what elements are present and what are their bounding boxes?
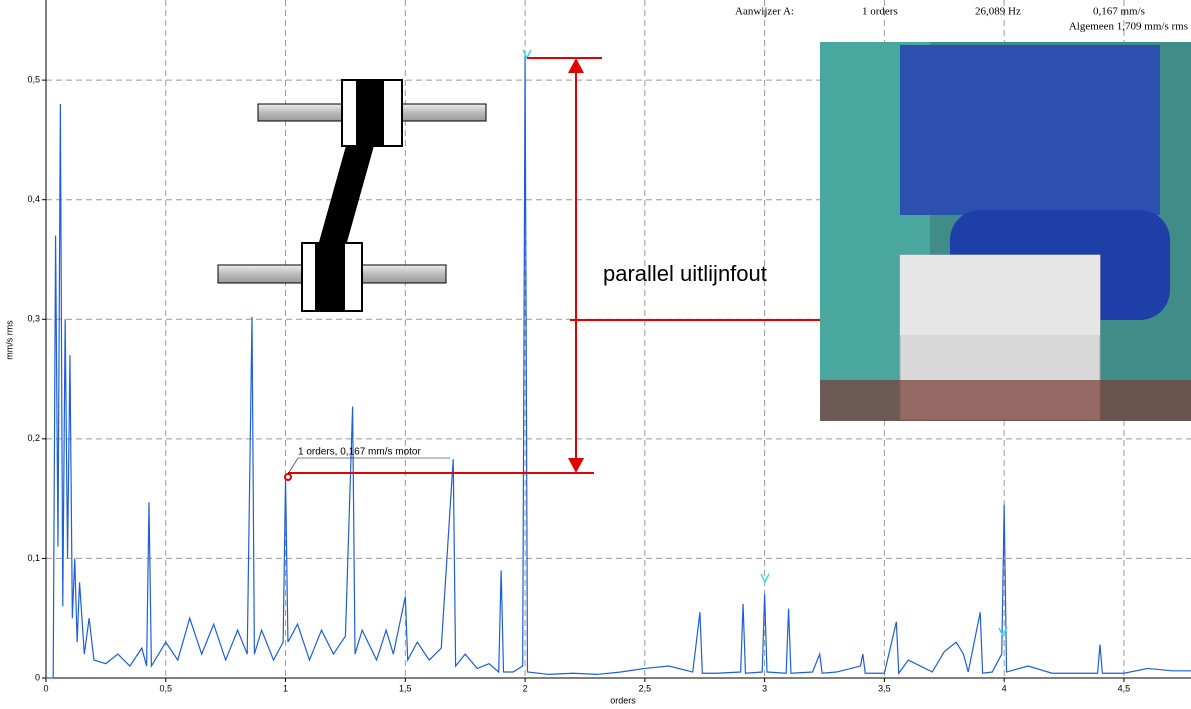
x-tick-label: 2 [523,683,528,693]
x-tick-label: 1,5 [399,683,412,693]
x-tick-label: 3 [762,683,767,693]
spectrum-line [46,56,1191,679]
x-tick-label: 2,5 [639,683,652,693]
y-axis-label: mm/s rms [4,320,14,360]
header-frequency: 26,089 Hz [975,6,1021,18]
cursor-marker [522,49,532,60]
cursor-marker [998,627,1008,638]
cursor-marker [760,573,770,584]
header-label: Aanwijzer A: [735,6,794,18]
annotation-leader [287,457,450,475]
annotation-cursor: 1 orders, 0,167 mm/s motor [298,447,421,458]
y-tick-label: 0,3 [27,314,40,324]
x-tick-label: 3,5 [878,683,891,693]
y-tick-label: 0 [35,672,40,682]
shaft-diagram [217,79,487,312]
x-tick-label: 4 [1002,683,1007,693]
y-tick-label: 0,2 [27,433,40,443]
header-overall: Algemeen 1,709 mm/s rms [1069,21,1188,33]
x-axis-label: orders [610,695,636,705]
y-tick-label: 0,5 [27,74,40,84]
x-tick-label: 0,5 [160,683,173,693]
machine-photo [820,42,1191,421]
y-tick-label: 0,1 [27,553,40,563]
annotation-fault: parallel uitlijnfout [603,261,767,286]
x-tick-label: 0 [43,683,48,693]
x-tick-label: 1 [283,683,288,693]
x-tick-label: 4,5 [1118,683,1131,693]
header-order: 1 orders [862,6,898,18]
y-tick-label: 0,4 [27,194,40,204]
header-amplitude: 0,167 mm/s [1093,6,1145,18]
